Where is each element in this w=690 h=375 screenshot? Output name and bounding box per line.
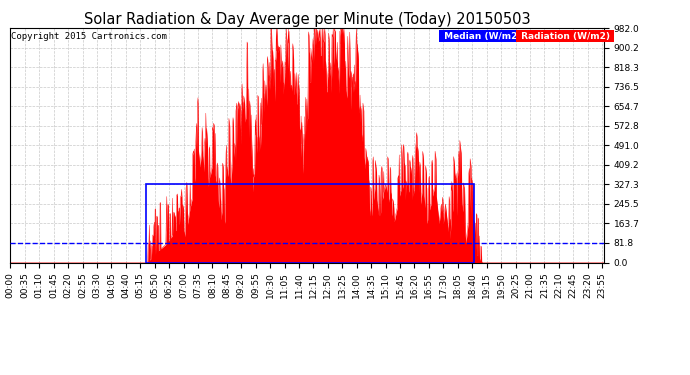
- Text: Radiation (W/m2): Radiation (W/m2): [518, 32, 613, 40]
- Text: Copyright 2015 Cartronics.com: Copyright 2015 Cartronics.com: [11, 32, 167, 40]
- Title: Solar Radiation & Day Average per Minute (Today) 20150503: Solar Radiation & Day Average per Minute…: [83, 12, 531, 27]
- Text: Median (W/m2): Median (W/m2): [440, 32, 524, 40]
- Bar: [146, 184, 474, 262]
